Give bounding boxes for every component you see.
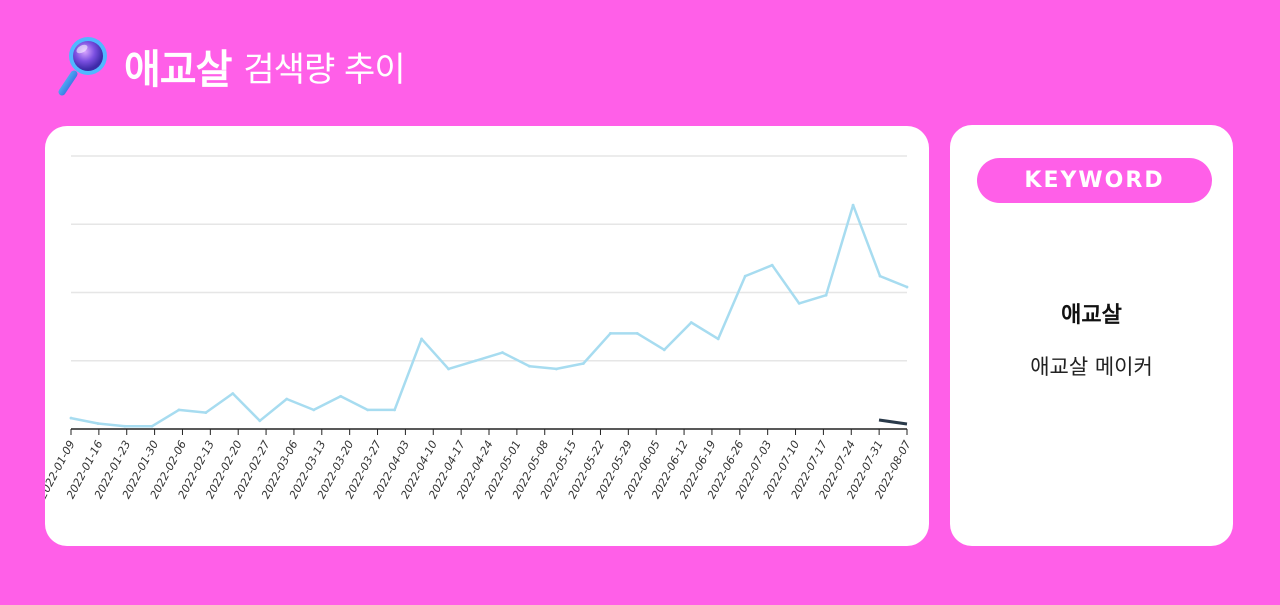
data-point-14 xyxy=(447,367,450,371)
data-point-30 xyxy=(878,274,882,278)
header-title: 검색량 추이 xyxy=(243,49,405,90)
chart-card: 2022-01-09 2022-01-16 2022-01-23 2022-01-30… xyxy=(45,126,929,546)
data-point-27 xyxy=(797,302,801,305)
header-keyword: 애교살 xyxy=(124,47,232,93)
data-point-11 xyxy=(366,408,370,412)
related-keyword: 애교살 메이커 xyxy=(1030,355,1153,379)
range-marker xyxy=(878,418,908,426)
data-point-16 xyxy=(501,351,504,354)
series-line-0 xyxy=(70,203,908,428)
data-point-7 xyxy=(258,419,262,423)
data-point-31 xyxy=(905,285,909,289)
data-point-26 xyxy=(770,263,774,267)
data-point-25 xyxy=(743,274,747,278)
data-point-8 xyxy=(285,397,289,401)
data-point-4 xyxy=(177,408,181,412)
data-point-13 xyxy=(420,337,423,341)
data-point-5 xyxy=(204,411,208,415)
data-point-10 xyxy=(339,394,343,398)
data-point-24 xyxy=(716,337,720,341)
data-point-21 xyxy=(635,332,639,335)
data-point-18 xyxy=(555,367,558,371)
data-point-17 xyxy=(528,364,531,368)
page-header: 애교살 검색량 추이 xyxy=(56,34,406,98)
data-point-19 xyxy=(581,362,585,365)
data-point-12 xyxy=(393,408,397,412)
keyword-badge: KEYWORD xyxy=(977,158,1212,203)
data-point-6 xyxy=(231,392,235,395)
main-keyword: 애교살 xyxy=(1061,303,1122,328)
data-point-3 xyxy=(150,424,154,428)
data-point-20 xyxy=(608,332,612,335)
data-point-9 xyxy=(312,408,316,412)
data-point-29 xyxy=(851,203,855,207)
data-point-0 xyxy=(69,416,73,420)
magnifier-icon xyxy=(58,37,107,96)
search-volume-chart: 2022-01-092022-01-162022-01-232022-01-30… xyxy=(45,155,914,501)
data-point-28 xyxy=(824,293,828,297)
data-point-22 xyxy=(662,348,666,352)
keyword-card: KEYWORD 애교살 애교살 메이커 xyxy=(950,125,1233,546)
data-point-2 xyxy=(123,424,127,428)
data-point-15 xyxy=(474,359,477,363)
data-point-1 xyxy=(96,422,100,425)
data-point-23 xyxy=(689,321,693,324)
